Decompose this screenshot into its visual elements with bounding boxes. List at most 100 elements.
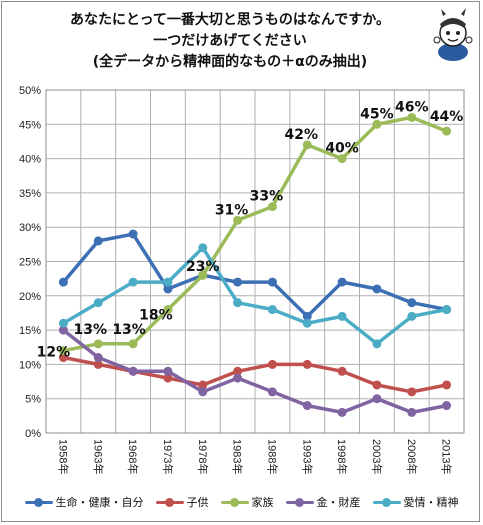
data-point bbox=[442, 126, 452, 136]
data-point bbox=[302, 318, 312, 328]
data-labels: 12%13% 13%18%23%31%33%42%40%45% 46%44% bbox=[37, 99, 464, 360]
data-label: 13% bbox=[73, 322, 107, 338]
y-tick-label: 25% bbox=[19, 257, 41, 269]
data-point bbox=[58, 346, 68, 356]
data-label: 44% bbox=[430, 109, 464, 125]
legend-item: 愛情・精神 bbox=[372, 494, 459, 510]
data-point bbox=[93, 339, 103, 349]
data-point bbox=[233, 215, 243, 225]
y-tick-label: 20% bbox=[19, 291, 41, 303]
series-line bbox=[61, 115, 449, 353]
legend-label: 生命・健康・自分 bbox=[55, 496, 144, 509]
data-point bbox=[198, 270, 208, 280]
data-point bbox=[337, 154, 347, 164]
data-label: 33% bbox=[250, 189, 284, 205]
x-tick-label: 1983年 bbox=[231, 439, 245, 474]
y-tick-label: 5% bbox=[25, 394, 41, 406]
data-point bbox=[337, 311, 347, 321]
y-tick-label: 10% bbox=[19, 359, 41, 371]
legend-item: 家族 bbox=[220, 494, 274, 510]
chart-legend: 生命・健康・自分 子供 家族 金・財産 愛情・精神 bbox=[0, 492, 483, 512]
legend-label: 家族 bbox=[251, 496, 274, 509]
x-tick-label: 1998年 bbox=[335, 439, 349, 474]
data-point bbox=[372, 284, 382, 294]
data-label: 42% bbox=[284, 127, 318, 143]
data-point bbox=[198, 380, 208, 390]
data-label: 45% bbox=[360, 106, 394, 122]
data-point bbox=[407, 298, 417, 308]
data-point bbox=[163, 277, 173, 287]
y-tick-label: 40% bbox=[19, 154, 41, 166]
grid-lines bbox=[45, 89, 465, 434]
x-tick-label: 2003年 bbox=[370, 439, 384, 474]
y-tick-label: 30% bbox=[19, 222, 41, 234]
data-point bbox=[233, 373, 243, 383]
data-point bbox=[163, 366, 173, 376]
x-tick-label: 1958年 bbox=[56, 439, 70, 474]
data-point bbox=[337, 407, 347, 417]
legend-swatch bbox=[155, 497, 184, 507]
series-2 bbox=[58, 112, 452, 356]
data-point bbox=[128, 277, 138, 287]
data-point bbox=[302, 311, 312, 321]
data-label: 46% bbox=[395, 99, 429, 115]
data-point bbox=[372, 394, 382, 404]
series-line bbox=[61, 232, 449, 319]
y-tick-label: 0% bbox=[25, 428, 41, 440]
data-point bbox=[58, 318, 68, 328]
data-label: 12% bbox=[37, 345, 71, 361]
data-point bbox=[267, 387, 277, 397]
legend-label: 愛情・精神 bbox=[403, 496, 459, 509]
data-point bbox=[233, 366, 243, 376]
data-point bbox=[58, 325, 68, 335]
data-point bbox=[337, 366, 347, 376]
data-point bbox=[163, 373, 173, 383]
data-point bbox=[93, 359, 103, 369]
data-point bbox=[128, 366, 138, 376]
data-point bbox=[442, 401, 452, 411]
y-tick-label: 50% bbox=[19, 85, 41, 97]
data-point bbox=[58, 353, 68, 363]
data-label: 23% bbox=[186, 259, 220, 275]
legend-label: 金・財産 bbox=[316, 496, 361, 509]
data-point bbox=[233, 277, 243, 287]
data-point bbox=[93, 353, 103, 363]
series-lines bbox=[58, 112, 452, 417]
x-tick-label: 1978年 bbox=[196, 439, 210, 474]
data-label: 31% bbox=[215, 202, 249, 218]
data-point bbox=[93, 236, 103, 246]
x-tick-label: 1988年 bbox=[265, 439, 279, 474]
data-point bbox=[407, 311, 417, 321]
data-point bbox=[407, 407, 417, 417]
data-label: 13% bbox=[112, 322, 146, 338]
data-point bbox=[58, 277, 68, 287]
title-line-1: あなたにとって一番大切と思うものはなんですか。 bbox=[70, 12, 390, 28]
data-point bbox=[267, 277, 277, 287]
data-point bbox=[372, 339, 382, 349]
data-point bbox=[267, 202, 277, 212]
data-point bbox=[372, 380, 382, 390]
title-line-2: 一つだけあげてください bbox=[153, 33, 307, 49]
x-tick-label: 1973年 bbox=[161, 439, 175, 474]
data-point bbox=[442, 305, 452, 315]
data-point bbox=[128, 229, 138, 239]
data-point bbox=[302, 140, 312, 150]
plot-area-border bbox=[45, 89, 465, 434]
data-point bbox=[407, 387, 417, 397]
data-point bbox=[163, 284, 173, 294]
x-tick-label: 2008年 bbox=[405, 439, 419, 474]
data-point bbox=[372, 119, 382, 129]
x-axis-ticks: 1958年 1963年 1968年 1973年 1978年 1983年 1988年 1993年… bbox=[56, 439, 453, 474]
title-line-3: (全データから精神面的なもの＋αのみ抽出) bbox=[92, 54, 368, 70]
data-point bbox=[267, 305, 277, 315]
series-line bbox=[61, 246, 449, 346]
chart-title: あなたにとって一番大切と思うものはなんですか。 一つだけあげてください (全デー… bbox=[40, 10, 420, 73]
data-point bbox=[302, 401, 312, 411]
y-tick-label: 45% bbox=[19, 119, 41, 131]
data-point bbox=[337, 277, 347, 287]
data-point bbox=[267, 359, 277, 369]
legend-item: 金・財産 bbox=[285, 494, 361, 510]
data-point bbox=[407, 112, 417, 122]
data-point bbox=[198, 387, 208, 397]
